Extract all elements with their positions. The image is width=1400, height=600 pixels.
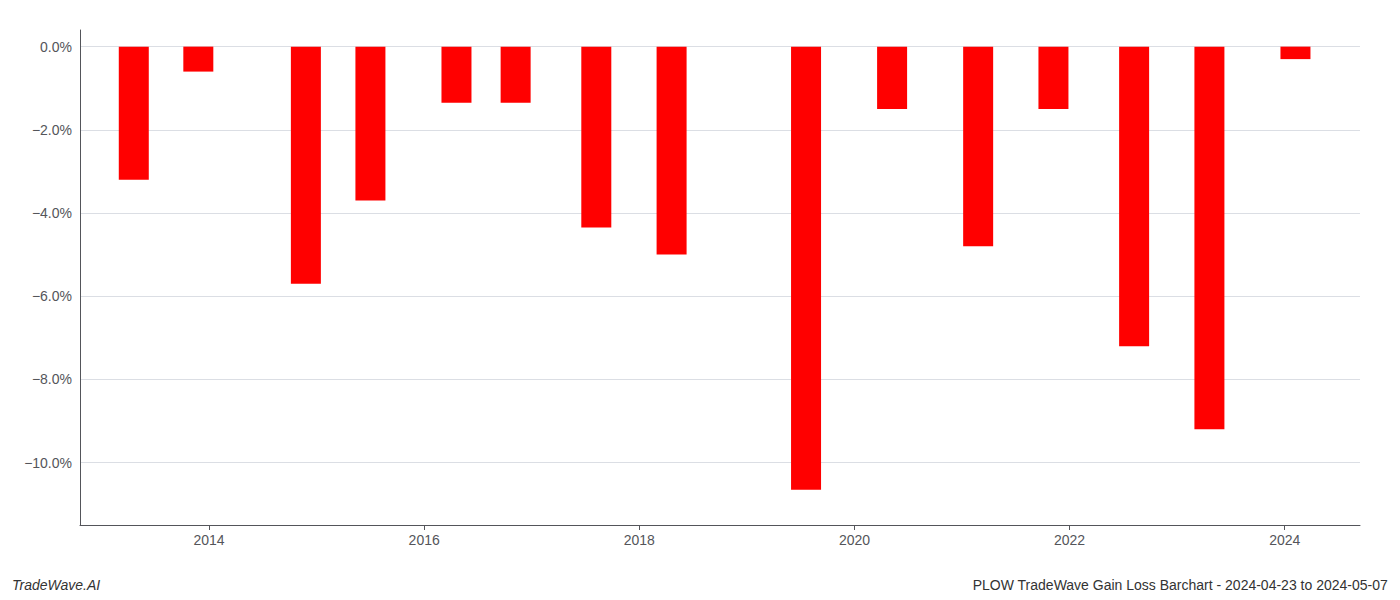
- svg-text:−8.0%: −8.0%: [32, 371, 72, 387]
- svg-text:−2.0%: −2.0%: [32, 122, 72, 138]
- svg-text:2022: 2022: [1054, 532, 1085, 548]
- svg-text:0.0%: 0.0%: [40, 39, 72, 55]
- svg-text:2014: 2014: [193, 532, 224, 548]
- svg-text:2020: 2020: [839, 532, 870, 548]
- svg-text:2024: 2024: [1269, 532, 1300, 548]
- svg-text:−6.0%: −6.0%: [32, 288, 72, 304]
- svg-text:−10.0%: −10.0%: [24, 455, 72, 471]
- svg-text:PLOW TradeWave Gain Loss Barch: PLOW TradeWave Gain Loss Barchart - 2024…: [973, 577, 1388, 593]
- svg-text:−4.0%: −4.0%: [32, 205, 72, 221]
- svg-text:TradeWave.AI: TradeWave.AI: [12, 577, 100, 593]
- svg-text:2018: 2018: [624, 532, 655, 548]
- svg-text:2016: 2016: [409, 532, 440, 548]
